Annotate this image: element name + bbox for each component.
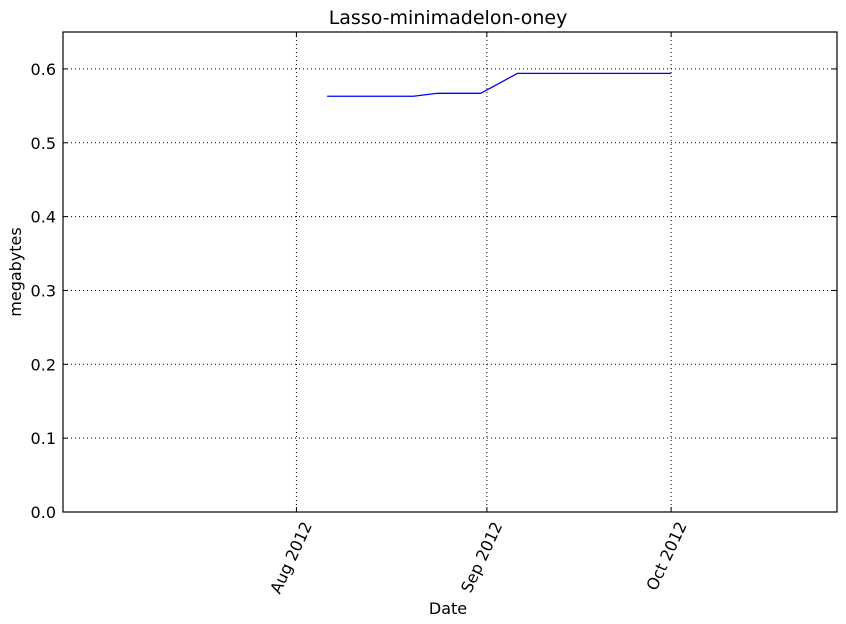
y-tick-label: 0.4 [31,208,56,227]
tick-marks [63,32,837,513]
y-tick-label: 0.6 [31,60,56,79]
chart-title: Lasso-minimadelon-oney [329,7,568,29]
y-axis-tick-labels: 0.0 0.1 0.2 0.3 0.4 0.5 0.6 [31,60,56,522]
y-tick-label: 0.5 [31,134,56,153]
y-axis-label: megabytes [6,227,25,316]
y-tick-label: 0.0 [31,503,56,522]
series-layer [327,72,672,97]
y-tick-label: 0.3 [31,281,56,300]
plot-frame [62,31,838,513]
grid-lines [63,32,837,512]
y-tick-label: 0.1 [31,429,56,448]
x-axis-label: Date [429,599,467,618]
y-tick-label: 0.2 [31,355,56,374]
series-line-0 [327,72,672,97]
